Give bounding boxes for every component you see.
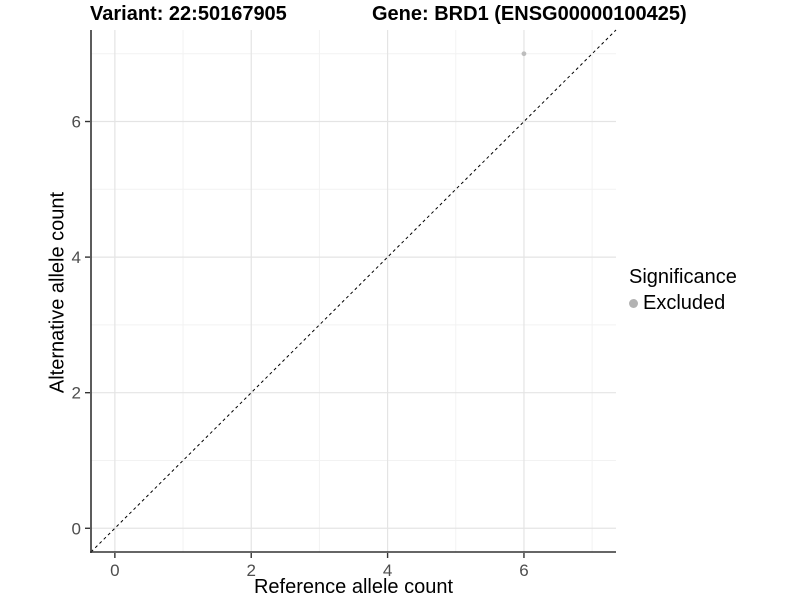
legend-item: Excluded <box>629 292 737 315</box>
legend-item-label: Excluded <box>643 292 726 314</box>
y-axis-title: Alternative allele count <box>46 191 69 394</box>
legend-title: Significance <box>629 266 737 288</box>
legend-key-dot-icon <box>629 299 638 308</box>
y-tick-label: 4 <box>72 248 81 267</box>
x-tick-label: 6 <box>519 561 528 580</box>
identity-line <box>90 29 617 553</box>
x-tick-label: 0 <box>110 561 119 580</box>
y-tick-label: 6 <box>72 113 81 132</box>
y-tick-label: 0 <box>72 519 81 538</box>
plot-title-variant: Variant: 22:50167905 <box>90 3 287 25</box>
legend: Significance Excluded <box>629 266 737 315</box>
x-tick-label: 2 <box>246 561 255 580</box>
x-axis-title: Reference allele count <box>253 576 453 598</box>
y-tick-label: 2 <box>72 384 81 403</box>
x-tick-label: 4 <box>383 561 392 580</box>
data-point <box>521 51 527 57</box>
plot-title-gene: Gene: BRD1 (ENSG00000100425) <box>372 3 687 25</box>
